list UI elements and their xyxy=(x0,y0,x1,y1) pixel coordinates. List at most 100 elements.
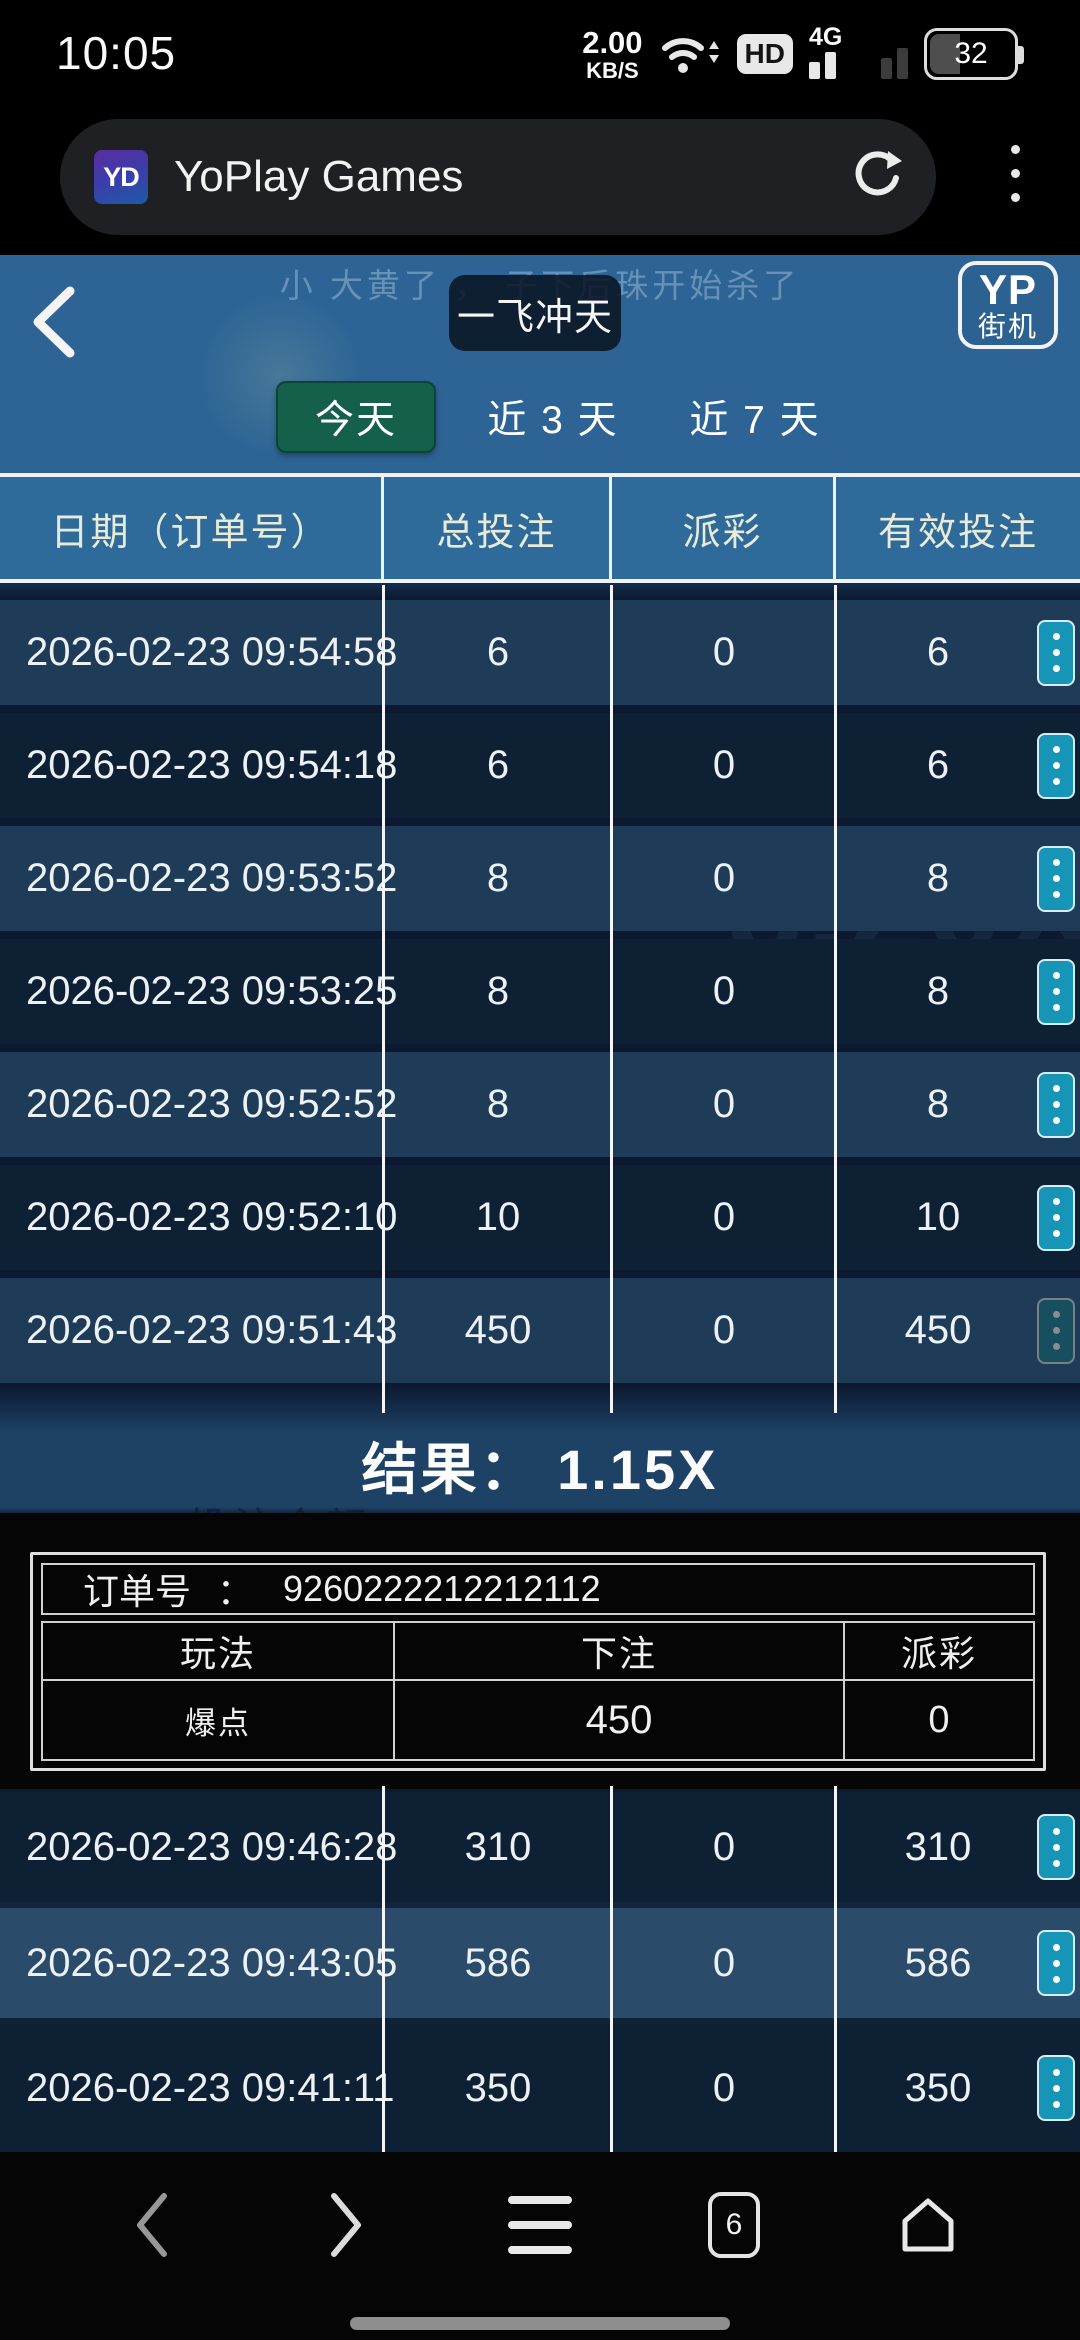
row-total-bet: 10 xyxy=(475,1195,521,1239)
row-date: 2026-02-23 09:46:28 xyxy=(26,1824,398,1869)
row-total-bet: 350 xyxy=(464,2065,532,2110)
round-result: 结果： 1.15X xyxy=(361,1438,719,1501)
row-valid-bet: 8 xyxy=(926,969,950,1013)
row-payout: 0 xyxy=(712,2065,736,2110)
row-payout: 0 xyxy=(712,630,736,674)
tab-today[interactable]: 今天 xyxy=(276,381,436,453)
refresh-icon[interactable] xyxy=(850,151,902,203)
table-row: 2026-02-23 09:54:18 6 0 6 xyxy=(0,713,1080,818)
tab-last-7-days[interactable]: 近 7 天 xyxy=(689,399,821,442)
row-valid-bet: 350 xyxy=(904,2065,972,2110)
row-actions-button[interactable] xyxy=(1037,1930,1075,1996)
network-speed: 2.00 KB/S xyxy=(582,24,643,83)
order-number-row: 订单号 ： 9260222212212112 xyxy=(41,1563,1035,1615)
row-actions-button[interactable] xyxy=(1037,1071,1075,1138)
table-row: 2026-02-23 09:52:10 10 0 10 xyxy=(0,1165,1080,1270)
detail-bet-value: 450 xyxy=(395,1681,845,1759)
browser-toolbar: YD YoPlay Games xyxy=(0,105,1080,255)
detail-payout-value: 0 xyxy=(928,1698,950,1741)
row-actions-button[interactable] xyxy=(1037,1184,1075,1251)
row-actions-button[interactable] xyxy=(1037,2055,1075,2121)
order-number-value: 9260222212212112 xyxy=(283,1568,601,1609)
row-valid-bet: 6 xyxy=(926,743,950,787)
order-detail-table: 玩法 下注 派彩 爆点 450 0 xyxy=(41,1621,1035,1761)
col-header-valid-bet: 有效投注 xyxy=(877,511,1038,554)
row-payout: 0 xyxy=(712,1308,736,1352)
cellular-signal-icon: 4G xyxy=(809,23,865,83)
row-payout: 0 xyxy=(712,856,736,900)
row-valid-bet: 586 xyxy=(904,1940,972,1985)
page-title: YoPlay Games xyxy=(174,152,464,201)
clock: 10:05 xyxy=(56,27,177,79)
browser-menu-icon[interactable] xyxy=(1011,145,1020,202)
order-detail-panel: 订单号 ： 9260222212212112 玩法 下注 派彩 爆点 450 0 xyxy=(30,1552,1046,1771)
nav-back-button[interactable] xyxy=(107,2180,197,2270)
site-favicon: YD xyxy=(94,150,148,204)
chevron-left-icon xyxy=(33,286,75,358)
row-total-bet: 450 xyxy=(464,1308,532,1352)
row-total-bet: 6 xyxy=(486,743,510,787)
table-row: 2026-02-23 09:51:43 450 0 450 xyxy=(0,1278,1080,1383)
row-total-bet: 6 xyxy=(486,630,510,674)
row-actions-button[interactable] xyxy=(1037,619,1075,686)
row-total-bet: 8 xyxy=(486,856,510,900)
order-number-label: 订单号 xyxy=(83,1571,192,1612)
tab-last-3-days[interactable]: 近 3 天 xyxy=(487,399,619,442)
row-payout: 0 xyxy=(712,1940,736,1985)
menu-icon xyxy=(508,2196,572,2254)
hd-badge: HD xyxy=(736,34,793,74)
table-row: 2026-02-23 09:46:28 310 0 310 xyxy=(0,1792,1080,1902)
row-actions-button[interactable] xyxy=(1037,845,1075,912)
cellular-signal-2-icon xyxy=(881,25,908,83)
row-total-bet: 586 xyxy=(464,1940,532,1985)
row-total-bet: 310 xyxy=(464,1824,532,1869)
game-webview: 小 大黄了 ， 子下后珠开始杀了 一飞冲天 YP 街机 今天近 3 天近 7 天… xyxy=(0,255,1080,2152)
col-header-payout: 派彩 xyxy=(612,477,836,579)
table-row: 2026-02-23 09:52:52 8 0 8 xyxy=(0,1052,1080,1157)
table-row: 2026-02-23 09:53:25 8 0 8 xyxy=(0,939,1080,1044)
table-row: 2026-02-23 09:43:05 586 0 586 xyxy=(0,1908,1080,2018)
row-actions-button[interactable] xyxy=(1037,1814,1075,1880)
battery-indicator: 32 xyxy=(924,28,1024,80)
row-actions-button[interactable] xyxy=(1037,1297,1075,1364)
table-row: 2026-02-23 09:54:58 6 0 6 xyxy=(0,600,1080,705)
table-header: 日期（订单号） 总投注 派彩 有效投注 xyxy=(0,473,1080,583)
bet-history-rows: 2026-02-23 09:54:58 6 0 6 2026-02-23 09:54:1… xyxy=(0,600,1080,1391)
nav-forward-button[interactable] xyxy=(301,2180,391,2270)
nav-home-button[interactable] xyxy=(883,2180,973,2270)
row-actions-button[interactable] xyxy=(1037,958,1075,1025)
tab-count: 6 xyxy=(708,2192,760,2258)
nav-menu-button[interactable] xyxy=(495,2180,585,2270)
wifi-icon xyxy=(661,38,719,73)
nav-tabs-button[interactable]: 6 xyxy=(689,2180,779,2270)
row-valid-bet: 8 xyxy=(926,1082,950,1126)
row-payout: 0 xyxy=(712,743,736,787)
status-icons: 2.00 KB/S HD 4G 32 xyxy=(582,14,1024,94)
row-date: 2026-02-23 09:41:11 xyxy=(26,2065,395,2110)
row-actions-button[interactable] xyxy=(1037,732,1075,799)
home-indicator-bar[interactable] xyxy=(350,2317,730,2330)
yp-arcade-logo[interactable]: YP 街机 xyxy=(958,261,1058,349)
detail-playtype-value: 爆点 xyxy=(43,1681,395,1759)
chevron-right-icon xyxy=(331,2193,361,2257)
android-navigation-bar: 6 xyxy=(0,2152,1080,2340)
url-bar[interactable]: YD YoPlay Games xyxy=(60,119,936,235)
row-date: 2026-02-23 09:52:52 xyxy=(26,1082,398,1126)
row-valid-bet: 10 xyxy=(915,1195,961,1239)
row-valid-bet: 450 xyxy=(904,1308,972,1352)
home-icon xyxy=(902,2198,954,2252)
row-payout: 0 xyxy=(712,1195,736,1239)
row-date: 2026-02-23 09:52:10 xyxy=(26,1195,398,1239)
row-valid-bet: 310 xyxy=(904,1824,972,1869)
detail-header-payout: 派彩 xyxy=(845,1623,1033,1681)
back-button[interactable] xyxy=(26,285,86,359)
date-range-tabs: 今天 近 3 天 近 7 天 xyxy=(0,381,1080,455)
detail-header-playtype: 玩法 xyxy=(43,1623,395,1681)
row-valid-bet: 8 xyxy=(926,856,950,900)
detail-header-bet: 下注 xyxy=(395,1623,845,1681)
bet-history-rows: 2026-02-23 09:46:28 310 0 310 2026-02-23 09:… xyxy=(0,1792,1080,2152)
row-total-bet: 8 xyxy=(486,969,510,1013)
game-title-badge: 一飞冲天 xyxy=(449,275,621,351)
row-total-bet: 8 xyxy=(486,1082,510,1126)
row-date: 2026-02-23 09:53:52 xyxy=(26,856,398,900)
